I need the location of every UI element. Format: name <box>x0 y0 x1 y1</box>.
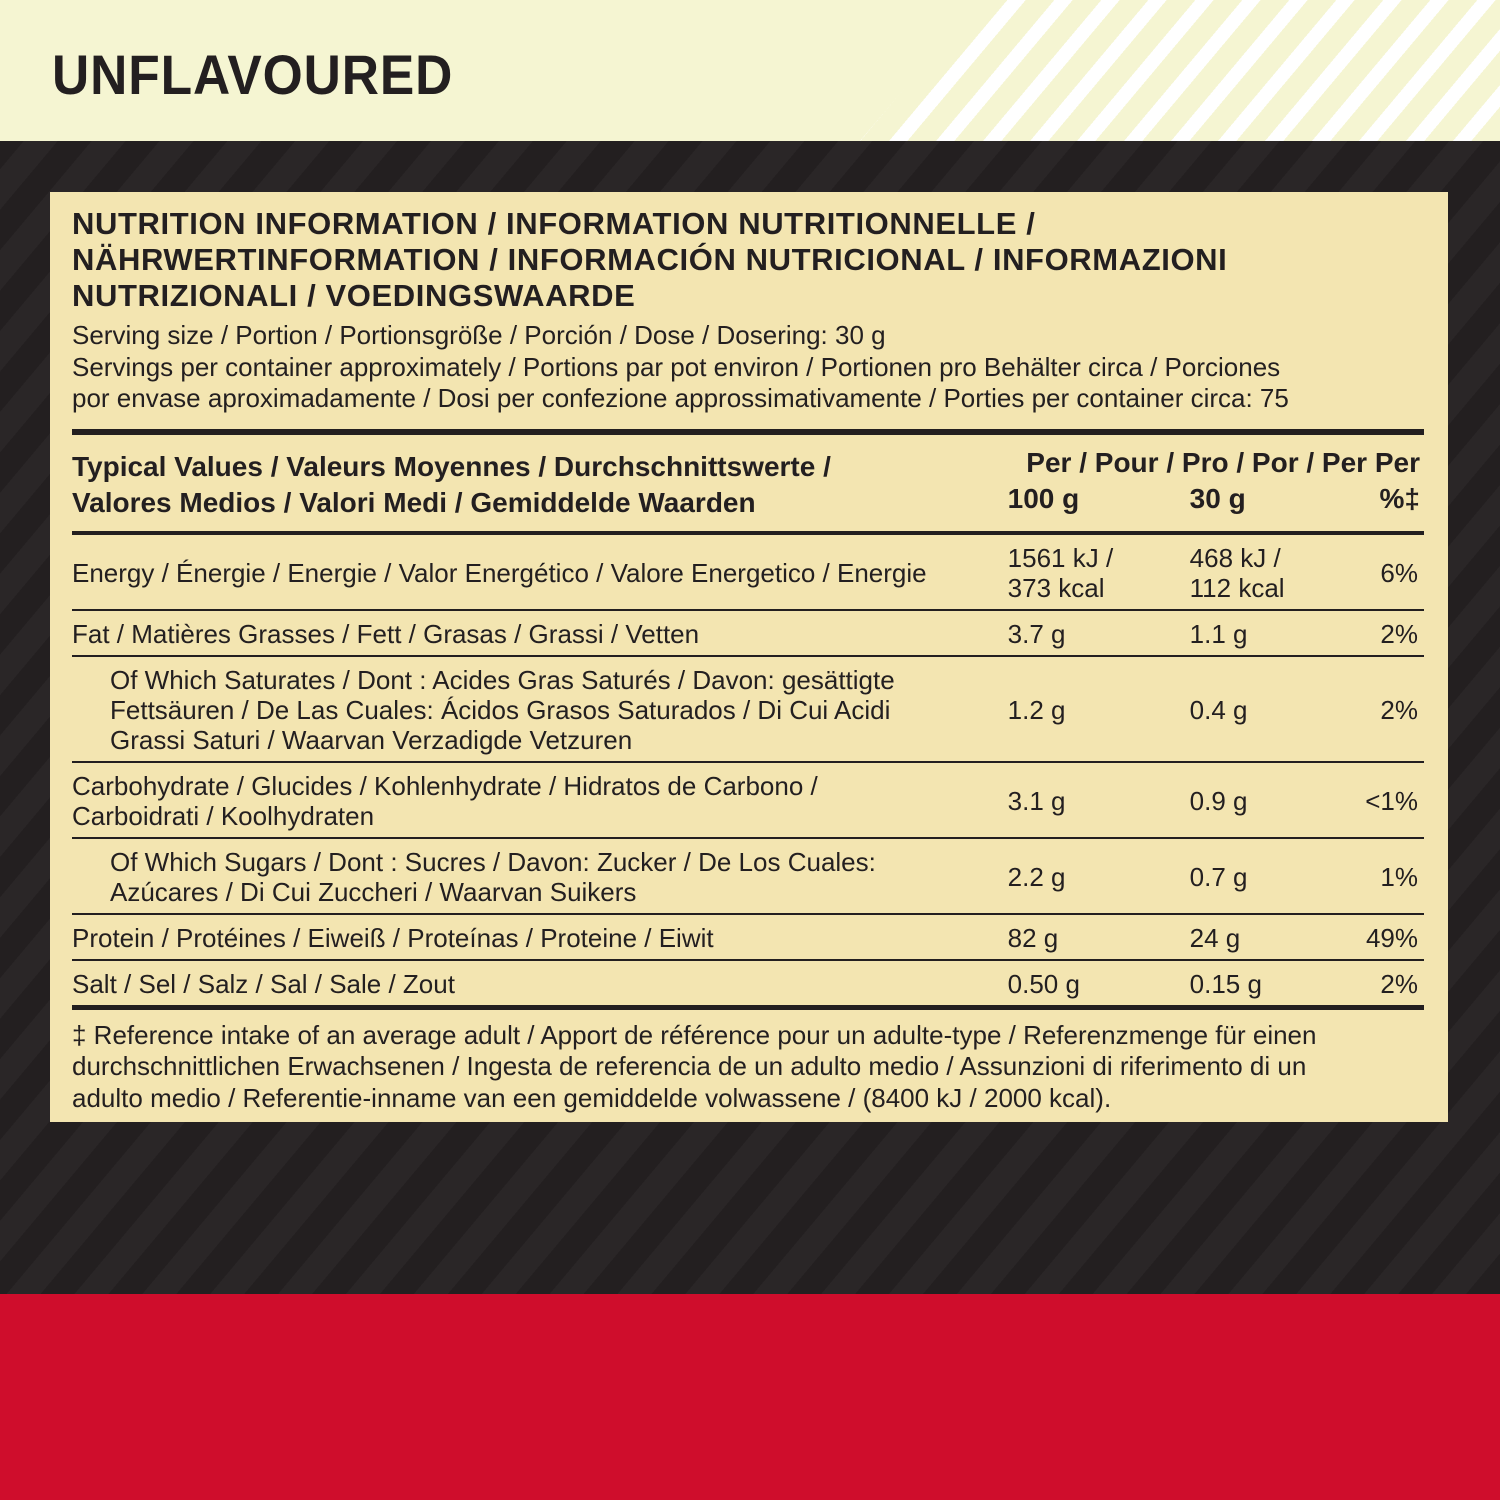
reference-intake-percent: 2% <box>1359 959 1424 1010</box>
nutrient-label-line: Carbohydrate / Glucides / Kohlenhydrate … <box>72 770 818 801</box>
header-label-line: Valores Medios / Valori Medi / Gemiddeld… <box>72 486 756 518</box>
nutrient-label: Carbohydrate / Glucides / Kohlenhydrate … <box>72 761 1008 839</box>
header-ri-text: %‡ <box>1379 482 1420 514</box>
table-row: Carbohydrate / Glucides / Kohlenhydrate … <box>72 761 1424 839</box>
reference-intake-percent: 2% <box>1359 655 1424 763</box>
heading-line: NUTRIZIONALI / VOEDINGSWAARDE <box>72 278 636 313</box>
per-100g-value: 2.2 g <box>1007 837 1190 915</box>
per-100g-value: 3.7 g <box>1007 609 1190 657</box>
nutrient-label-line: Azúcares / Di Cui Zuccheri / Waarvan Sui… <box>110 876 637 907</box>
per-100g-value-line: 2.2 g <box>1007 861 1066 892</box>
per-100g-value-line: 1561 kJ / <box>1007 542 1114 573</box>
per-30g-value-line: 24 g <box>1189 922 1241 953</box>
header-per-100g: 100 g <box>1007 482 1080 514</box>
serving-size: Serving size / Portion / Portionsgröße /… <box>72 320 886 350</box>
nutrition-table: Typical Values / Valeurs Moyennes / Durc… <box>72 428 1424 1010</box>
top-band: UNFLAVOURED <box>0 0 1500 141</box>
footnote-line: durchschnittlichen Erwachsenen / Ingesta… <box>72 1051 1307 1081</box>
header-per-line: Per / Pour / Pro / Por / Per Per <box>1026 446 1420 478</box>
nutrient-label: Salt / Sel / Salz / Sal / Sale / Zout <box>72 959 1008 1010</box>
nutrient-label-line: Fat / Matières Grasses / Fett / Grasas /… <box>72 618 700 649</box>
nutrient-label-line: Protein / Protéines / Eiweiß / Proteínas… <box>72 922 714 953</box>
nutrient-label-line: Fettsäuren / De Las Cuales: Ácidos Graso… <box>110 694 891 725</box>
header-per-30g: 30 g <box>1189 482 1246 514</box>
per-100g-value-line: 1.2 g <box>1007 694 1066 725</box>
table-row: Energy / Énergie / Energie / Valor Energ… <box>72 532 1424 611</box>
nutrient-label: Energy / Énergie / Energie / Valor Energ… <box>72 532 1008 611</box>
nutrient-label: Fat / Matières Grasses / Fett / Grasas /… <box>72 609 1008 657</box>
per-30g-value-line: 1.1 g <box>1189 618 1248 649</box>
header-per: Per / Pour / Pro / Por / Per Per 100 g 30… <box>1007 431 1424 535</box>
table-row: Protein / Protéines / Eiweiß / Proteínas… <box>72 913 1424 961</box>
per-30g-value: 0.9 g <box>1189 761 1360 839</box>
table-row: Of Which Sugars / Dont : Sucres / Davon:… <box>72 837 1424 915</box>
per-100g-value-line: 3.1 g <box>1007 785 1066 816</box>
red-band <box>0 1294 1500 1500</box>
per-100g-value: 3.1 g <box>1007 761 1190 839</box>
nutrient-label-line: Of Which Saturates / Dont : Acides Gras … <box>110 664 895 695</box>
servings-per-container: Servings per container approximately / P… <box>72 352 1424 415</box>
header-label: Typical Values / Valeurs Moyennes / Durc… <box>72 431 1008 535</box>
per-30g-value-line: 0.15 g <box>1189 968 1262 999</box>
per-30g-value: 0.7 g <box>1189 837 1360 915</box>
per-30g-value-line: 112 kcal <box>1189 572 1285 603</box>
header-ri-percent: %‡ <box>1360 481 1424 517</box>
per-30g-value: 24 g <box>1189 913 1360 961</box>
per-30g-value: 0.15 g <box>1189 959 1360 1010</box>
nutrient-label-line: Salt / Sel / Salz / Sal / Sale / Zout <box>72 968 455 999</box>
per-30g-value-line: 0.4 g <box>1189 694 1248 725</box>
nutrient-label-line: Of Which Sugars / Dont : Sucres / Davon:… <box>110 846 876 877</box>
decorative-stripes <box>860 0 1500 141</box>
product-flavour-title: UNFLAVOURED <box>52 43 454 106</box>
per-30g-value-line: 0.9 g <box>1189 785 1248 816</box>
footnote-line: ‡ Reference intake of an average adult /… <box>72 1019 1317 1050</box>
per-100g-value: 1561 kJ /373 kcal <box>1007 532 1190 611</box>
per-30g-value: 0.4 g <box>1189 655 1360 763</box>
per-100g-value-line: 0.50 g <box>1007 968 1080 999</box>
per-100g-value-line: 82 g <box>1007 922 1059 953</box>
per-30g-value: 1.1 g <box>1189 609 1360 657</box>
header-label-line: Typical Values / Valeurs Moyennes / Durc… <box>72 450 831 482</box>
footnote-line: adulto medio / Referentie-inname van een… <box>72 1082 1112 1113</box>
heading-line: NÄHRWERTINFORMATION / INFORMACIÓN NUTRIC… <box>72 242 1228 277</box>
nutrient-label: Of Which Saturates / Dont : Acides Gras … <box>72 655 1008 763</box>
nutrition-panel: NUTRITION INFORMATION / INFORMATION NUTR… <box>50 192 1448 1122</box>
footnote: ‡ Reference intake of an average adult /… <box>72 1020 1424 1115</box>
reference-intake-percent: 2% <box>1359 609 1424 657</box>
per-100g-value-line: 373 kcal <box>1007 572 1105 603</box>
nutrient-label: Protein / Protéines / Eiweiß / Proteínas… <box>72 913 1008 961</box>
per-30g-value-line: 0.7 g <box>1189 861 1248 892</box>
servings-line: Servings per container approximately / P… <box>72 351 1281 382</box>
per-30g-value-line: 468 kJ / <box>1189 542 1281 573</box>
heading-line: NUTRITION INFORMATION / INFORMATION NUTR… <box>72 206 1036 241</box>
table-row: Of Which Saturates / Dont : Acides Gras … <box>72 655 1424 763</box>
table-row: Salt / Sel / Salz / Sal / Sale / Zout 0.5… <box>72 959 1424 1010</box>
nutrient-label-line: Grassi Saturi / Waarvan Verzadigde Vetzu… <box>110 724 633 755</box>
header-columns: 100 g 30 g %‡ <box>1008 481 1424 517</box>
nutrition-heading: NUTRITION INFORMATION / INFORMATION NUTR… <box>72 206 1424 314</box>
reference-intake-percent: 1% <box>1359 837 1424 915</box>
nutrient-label: Of Which Sugars / Dont : Sucres / Davon:… <box>72 837 1008 915</box>
per-100g-value: 0.50 g <box>1007 959 1190 1010</box>
servings-line: por envase aproximadamente / Dosi per co… <box>72 383 1289 413</box>
per-30g-value: 468 kJ /112 kcal <box>1189 532 1360 611</box>
nutrient-label-line: Energy / Énergie / Energie / Valor Energ… <box>72 557 927 588</box>
table-row: Fat / Matières Grasses / Fett / Grasas /… <box>72 609 1424 657</box>
per-100g-value: 1.2 g <box>1007 655 1190 763</box>
table-header: Typical Values / Valeurs Moyennes / Durc… <box>72 431 1424 535</box>
nutrient-label-line: Carboidrati / Koolhydraten <box>72 800 375 831</box>
per-100g-value: 82 g <box>1007 913 1190 961</box>
reference-intake-percent: 6% <box>1359 532 1424 611</box>
reference-intake-percent: <1% <box>1359 761 1424 839</box>
per-100g-value-line: 3.7 g <box>1007 618 1066 649</box>
reference-intake-percent: 49% <box>1359 913 1424 961</box>
